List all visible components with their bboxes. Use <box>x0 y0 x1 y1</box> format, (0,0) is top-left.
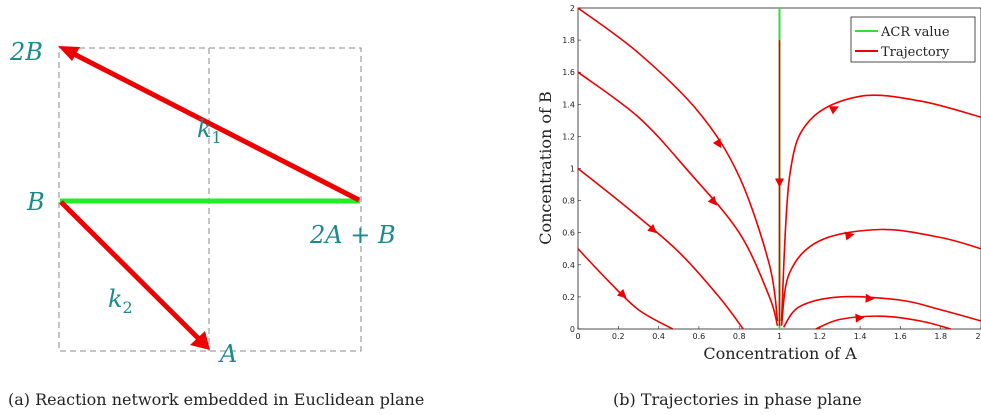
trajectory-curve <box>577 167 744 330</box>
trajectory-curve <box>577 71 779 327</box>
trajectory-arrowhead <box>647 223 657 234</box>
y-axis-label: Concentration of B <box>536 91 555 245</box>
y-tick-label: 0.4 <box>562 261 575 270</box>
trajectory-curve <box>577 7 779 322</box>
trajectory-curve <box>780 228 981 326</box>
trajectory-arrowhead <box>707 195 717 206</box>
caption-b: (b) Trajectories in phase plane <box>613 390 862 409</box>
y-tick-label: 2 <box>570 4 575 13</box>
y-tick-label: 0.6 <box>562 229 575 238</box>
trajectory-curve <box>815 315 951 330</box>
x-tick-label: 0.8 <box>733 332 746 341</box>
reaction-network-diagram: 2B B A 2A + B k1 k2 (a) Reaction network… <box>8 38 424 409</box>
trajectory-arrowhead <box>855 313 865 323</box>
phase-plane-chart: 0 0.2 0.4 0.6 0.8 1 1.2 1.4 1.6 1.8 2 0 0.2 0.4 0.6 0.… <box>536 4 981 409</box>
trajectory-arrowhead <box>712 138 722 149</box>
x-tick-label: 1 <box>777 332 782 341</box>
x-ticks: 0 0.2 0.4 0.6 0.8 1 1.2 1.4 1.6 1.8 2 <box>575 326 981 341</box>
y-tick-label: 1.8 <box>562 36 575 45</box>
x-tick-label: 2 <box>975 332 980 341</box>
x-tick-label: 0.2 <box>612 332 625 341</box>
node-2A-B-label: 2A + B <box>309 221 396 249</box>
trajectory-arrowhead <box>616 288 627 299</box>
legend-box <box>850 16 976 63</box>
trajectory-curves <box>577 7 981 330</box>
trajectory-curve <box>782 295 981 328</box>
legend: ACR value Trajectory <box>850 16 976 63</box>
x-tick-label: 1.4 <box>854 332 867 341</box>
node-B-label: B <box>26 188 45 216</box>
x-tick-label: 0.6 <box>693 332 706 341</box>
caption-a: (a) Reaction network embedded in Euclide… <box>8 390 424 409</box>
x-tick-label: 0.4 <box>652 332 665 341</box>
x-tick-label: 1.8 <box>934 332 947 341</box>
trajectory-curve <box>780 94 981 322</box>
y-tick-label: 1.6 <box>562 68 575 77</box>
y-tick-label: 1 <box>570 165 575 174</box>
reaction-k1-arrow <box>68 49 361 203</box>
trajectory-arrowhead <box>775 178 784 188</box>
x-axis-label: Concentration of A <box>703 344 857 363</box>
rate-k2-label: k2 <box>108 285 133 317</box>
reaction-k2-arrow <box>59 200 204 344</box>
reaction-k1-arrowhead <box>58 46 80 61</box>
trajectory-arrowhead <box>865 293 875 303</box>
reaction-k2-arrowhead <box>190 331 210 350</box>
trajectory-arrowhead <box>828 106 839 115</box>
y-tick-label: 1.4 <box>562 100 575 109</box>
dashed-bounding-box <box>58 47 362 352</box>
x-tick-label: 0 <box>575 332 580 341</box>
x-tick-label: 1.6 <box>894 332 907 341</box>
y-tick-label: 0 <box>570 325 575 334</box>
legend-acr-label: ACR value <box>880 25 950 40</box>
y-tick-label: 0.2 <box>562 293 575 302</box>
y-ticks: 0 0.2 0.4 0.6 0.8 1 1.2 1.4 1.6 1.8 2 <box>562 4 581 334</box>
legend-trajectory-label: Trajectory <box>881 45 950 60</box>
trajectory-curve <box>577 248 674 330</box>
y-tick-label: 1.2 <box>562 132 575 141</box>
node-2B-label: 2B <box>9 38 43 66</box>
node-A-label: A <box>218 340 237 368</box>
rate-k1-label: k1 <box>197 115 222 147</box>
y-tick-label: 0.8 <box>562 197 575 206</box>
x-tick-label: 1.2 <box>813 332 826 341</box>
trajectory-arrowhead <box>844 231 855 241</box>
